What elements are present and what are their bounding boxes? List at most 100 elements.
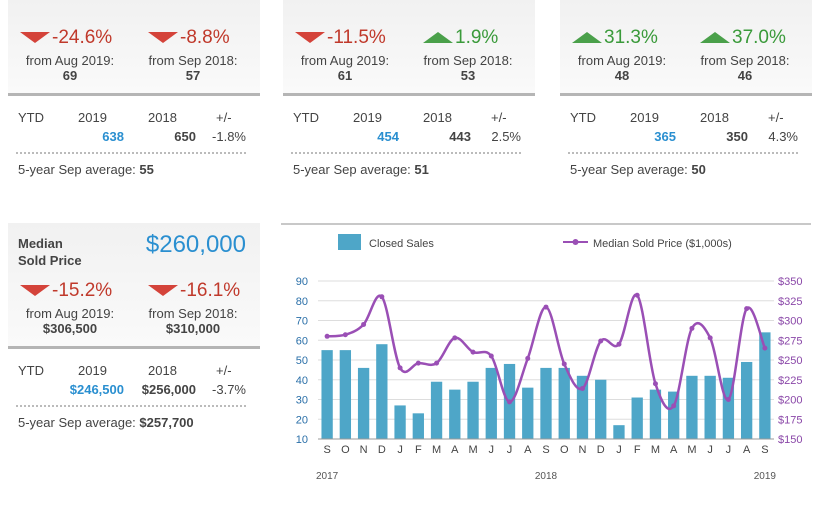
from-value: 69 bbox=[62, 68, 78, 83]
x-tick-label: N bbox=[579, 444, 587, 456]
five-year-average: 5-year Sep average: 51 bbox=[293, 162, 429, 177]
x-tick-label: M bbox=[651, 444, 660, 456]
x-tick-label: M bbox=[432, 444, 441, 456]
dotted-divider bbox=[568, 152, 798, 154]
sales-chart: Closed Sales Median Sold Price ($1,000s) 1… bbox=[281, 223, 811, 505]
y-left-tick-label: 70 bbox=[296, 316, 308, 328]
bar-closed-sales bbox=[759, 332, 771, 439]
change-2: -8.8% bbox=[148, 27, 230, 49]
five-year-average: 5-year Sep average: 55 bbox=[18, 162, 154, 177]
change-from: from Aug 2019: $306,500 bbox=[10, 306, 130, 336]
x-tick-label: J bbox=[489, 444, 495, 456]
median-price-point bbox=[634, 292, 640, 298]
from-label: from Aug 2019: bbox=[25, 306, 115, 321]
panel-header bbox=[560, 0, 812, 96]
median-price-value: $260,000 bbox=[145, 231, 246, 258]
from-value: 46 bbox=[737, 68, 753, 83]
median-price-point bbox=[652, 381, 658, 387]
change-from: from Sep 2018: $310,000 bbox=[133, 306, 253, 336]
ytd-value-2018: $256,000 bbox=[141, 382, 196, 397]
median-label-line1: Median bbox=[18, 236, 63, 251]
x-tick-label: S bbox=[323, 444, 330, 456]
stat-panel-2: -11.5% from Aug 2019: 61 1.9% from Sep 2018:… bbox=[283, 0, 535, 186]
y-left-tick-label: 20 bbox=[296, 414, 308, 426]
ytd-header-y1: 2019 bbox=[353, 110, 382, 125]
bar-closed-sales bbox=[394, 405, 406, 439]
change-percent: -24.6% bbox=[52, 27, 113, 48]
x-tick-label: N bbox=[360, 444, 368, 456]
year-label: 2018 bbox=[535, 471, 558, 482]
from-value: $306,500 bbox=[42, 321, 98, 336]
x-tick-label: J bbox=[707, 444, 713, 456]
ytd-header-y1: 2019 bbox=[78, 110, 107, 125]
ytd-value-2019: 365 bbox=[654, 129, 676, 144]
average-value: 55 bbox=[139, 162, 154, 177]
up-arrow-icon bbox=[700, 32, 730, 44]
change-from: from Aug 2019: 61 bbox=[285, 53, 405, 83]
change-percent: -11.5% bbox=[327, 27, 386, 48]
median-price-point bbox=[744, 306, 750, 312]
x-tick-label: A bbox=[670, 444, 678, 456]
change-from: from Aug 2019: 48 bbox=[562, 53, 682, 83]
median-price-point bbox=[525, 355, 531, 361]
y-right-tick-label: $275 bbox=[778, 335, 802, 347]
y-left-tick-label: 10 bbox=[296, 434, 308, 446]
y-right-tick-label: $250 bbox=[778, 355, 802, 367]
median-price-point bbox=[671, 403, 677, 409]
y-left-tick-label: 80 bbox=[296, 296, 308, 308]
ytd-value-2018: 443 bbox=[449, 129, 471, 144]
x-tick-label: F bbox=[415, 444, 422, 456]
bar-closed-sales bbox=[412, 413, 424, 439]
ytd-value-2019: 638 bbox=[102, 129, 124, 144]
bar-closed-sales bbox=[613, 425, 625, 439]
bar-closed-sales bbox=[595, 379, 607, 439]
from-value: 57 bbox=[185, 68, 201, 83]
change-2: 37.0% bbox=[700, 27, 786, 49]
change-1: -15.2% bbox=[20, 280, 112, 302]
average-label: 5-year Sep average: bbox=[293, 162, 411, 177]
median-label-line2: Sold Price bbox=[18, 253, 82, 268]
y-right-tick-label: $300 bbox=[778, 316, 802, 328]
panel-header bbox=[283, 0, 535, 96]
ytd-header-y2: 2018 bbox=[148, 110, 177, 125]
y-right-tick-label: $225 bbox=[778, 375, 802, 387]
ytd-header-pm: +/- bbox=[768, 110, 784, 125]
change-percent: 1.9% bbox=[455, 27, 499, 48]
median-price-point bbox=[342, 332, 348, 338]
median-price-point bbox=[361, 321, 367, 327]
y-right-tick-label: $200 bbox=[778, 395, 802, 407]
bar-closed-sales bbox=[339, 350, 352, 439]
bar-closed-sales bbox=[467, 381, 479, 439]
x-tick-label: D bbox=[597, 444, 605, 456]
bar-closed-sales bbox=[686, 375, 698, 439]
ytd-header-y2: 2018 bbox=[423, 110, 452, 125]
y-right-tick-label: $325 bbox=[778, 296, 802, 308]
y-right-tick-label: $150 bbox=[778, 434, 802, 446]
average-value: $257,700 bbox=[139, 415, 194, 430]
bar-closed-sales bbox=[522, 387, 534, 439]
bar-closed-sales bbox=[740, 361, 753, 439]
average-label: 5-year Sep average: bbox=[18, 162, 136, 177]
x-tick-label: D bbox=[378, 444, 386, 456]
median-price-point bbox=[452, 335, 458, 341]
ytd-value-change: -1.8% bbox=[212, 129, 246, 144]
average-value: 50 bbox=[691, 162, 706, 177]
year-label: 2019 bbox=[754, 471, 777, 482]
y-left-tick-label: 30 bbox=[296, 395, 308, 407]
legend-label-bars: Closed Sales bbox=[369, 238, 434, 250]
from-label: from Aug 2019: bbox=[577, 53, 667, 68]
legend-label-line: Median Sold Price ($1,000s) bbox=[593, 238, 732, 250]
ytd-header-label: YTD bbox=[18, 363, 44, 378]
ytd-header-y1: 2019 bbox=[78, 363, 107, 378]
change-percent: 31.3% bbox=[604, 27, 658, 48]
ytd-header-y2: 2018 bbox=[148, 363, 177, 378]
median-label: Median Sold Price bbox=[18, 235, 82, 269]
bar-closed-sales bbox=[540, 367, 552, 439]
legend-swatch-bars bbox=[338, 234, 361, 250]
ytd-value-2018: 350 bbox=[726, 129, 748, 144]
x-tick-label: J bbox=[616, 444, 622, 456]
bar-closed-sales bbox=[485, 367, 497, 439]
ytd-value-2019: $246,500 bbox=[69, 382, 124, 397]
ytd-value-2018: 650 bbox=[174, 129, 196, 144]
change-from: from Sep 2018: 46 bbox=[685, 53, 805, 83]
